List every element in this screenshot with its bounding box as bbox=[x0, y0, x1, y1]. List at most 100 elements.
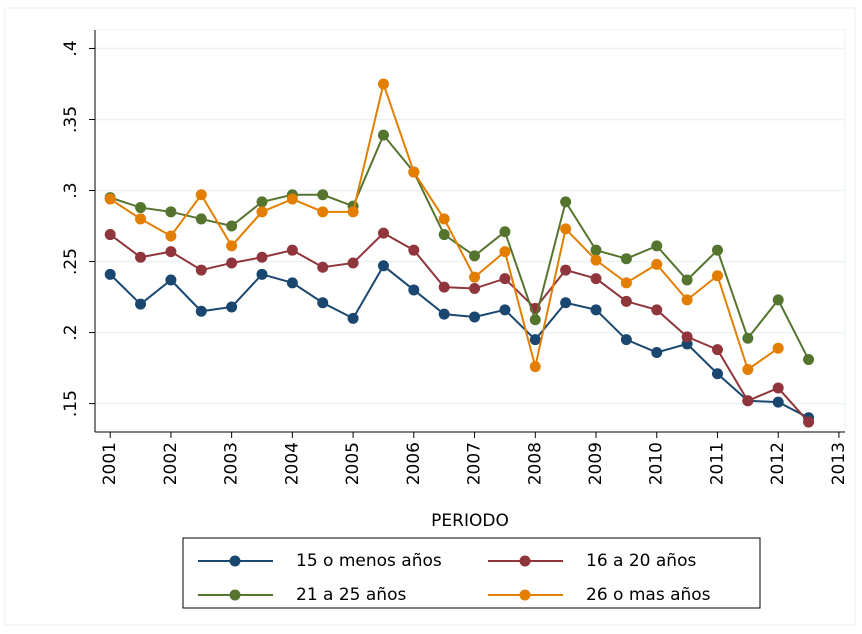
point bbox=[377, 78, 389, 90]
point bbox=[469, 311, 481, 323]
point bbox=[590, 304, 602, 316]
legend-label: 26 o mas años bbox=[586, 585, 711, 605]
legend-marker bbox=[229, 589, 241, 601]
point bbox=[590, 244, 602, 256]
point bbox=[286, 277, 298, 289]
point bbox=[165, 246, 177, 258]
point bbox=[620, 277, 632, 289]
legend-marker bbox=[519, 589, 531, 601]
legend-label: 15 o menos años bbox=[296, 551, 442, 571]
point bbox=[104, 193, 116, 205]
point bbox=[438, 308, 450, 320]
y-tick-label: .15 bbox=[61, 390, 81, 417]
legend-marker bbox=[229, 555, 241, 567]
point bbox=[469, 250, 481, 262]
point bbox=[317, 297, 329, 309]
x-tick-label: 2013 bbox=[829, 442, 849, 485]
point bbox=[590, 273, 602, 285]
x-tick-label: 2009 bbox=[586, 442, 606, 485]
point bbox=[286, 244, 298, 256]
point bbox=[651, 346, 663, 358]
point bbox=[560, 196, 572, 208]
point bbox=[772, 396, 784, 408]
point bbox=[438, 213, 450, 225]
point bbox=[560, 297, 572, 309]
point bbox=[499, 273, 511, 285]
point bbox=[135, 251, 147, 263]
point bbox=[590, 254, 602, 266]
point bbox=[681, 274, 693, 286]
x-tick-label: 2007 bbox=[465, 442, 485, 485]
point bbox=[438, 229, 450, 241]
point bbox=[195, 213, 207, 225]
point bbox=[317, 206, 329, 218]
x-tick-label: 2012 bbox=[768, 442, 788, 485]
point bbox=[317, 261, 329, 273]
point bbox=[377, 129, 389, 141]
point bbox=[165, 274, 177, 286]
point bbox=[347, 206, 359, 218]
point bbox=[226, 301, 238, 313]
point bbox=[711, 270, 723, 282]
x-tick-label: 2002 bbox=[161, 442, 181, 485]
point bbox=[742, 363, 754, 375]
point bbox=[711, 368, 723, 380]
point bbox=[408, 244, 420, 256]
point bbox=[347, 257, 359, 269]
point bbox=[165, 230, 177, 242]
point bbox=[195, 264, 207, 276]
point bbox=[104, 229, 116, 241]
point bbox=[499, 304, 511, 316]
y-tick-label: .2 bbox=[61, 324, 81, 340]
point bbox=[226, 257, 238, 269]
legend-marker bbox=[519, 555, 531, 567]
y-tick-label: .35 bbox=[61, 106, 81, 133]
y-tick-label: .25 bbox=[61, 248, 81, 275]
point bbox=[681, 331, 693, 343]
point bbox=[651, 304, 663, 316]
point bbox=[772, 382, 784, 394]
x-tick-label: 2003 bbox=[222, 442, 242, 485]
point bbox=[408, 166, 420, 178]
x-tick-label: 2006 bbox=[404, 442, 424, 485]
point bbox=[135, 298, 147, 310]
point bbox=[377, 227, 389, 239]
point bbox=[438, 281, 450, 293]
point bbox=[651, 240, 663, 252]
point bbox=[742, 332, 754, 344]
point bbox=[499, 246, 511, 258]
point bbox=[347, 312, 359, 324]
point bbox=[560, 264, 572, 276]
x-tick-label: 2001 bbox=[100, 442, 120, 485]
x-tick-label: 2008 bbox=[525, 442, 545, 485]
point bbox=[803, 416, 815, 428]
plot-area bbox=[94, 29, 846, 433]
point bbox=[195, 305, 207, 317]
point bbox=[529, 361, 541, 373]
point bbox=[226, 220, 238, 232]
legend-label: 16 a 20 años bbox=[586, 551, 696, 571]
point bbox=[135, 202, 147, 214]
point bbox=[256, 206, 268, 218]
y-tick-label: .3 bbox=[61, 182, 81, 198]
point bbox=[529, 334, 541, 346]
point bbox=[560, 223, 572, 235]
x-axis-title: PERIODO bbox=[431, 511, 509, 531]
point bbox=[742, 395, 754, 407]
x-tick-label: 2011 bbox=[707, 442, 727, 485]
point bbox=[529, 314, 541, 326]
point bbox=[469, 271, 481, 283]
point bbox=[317, 189, 329, 201]
point bbox=[286, 193, 298, 205]
point bbox=[681, 294, 693, 306]
point bbox=[620, 295, 632, 307]
point bbox=[226, 240, 238, 252]
point bbox=[772, 294, 784, 306]
point bbox=[620, 334, 632, 346]
y-tick-label: .4 bbox=[61, 40, 81, 56]
point bbox=[651, 258, 663, 270]
point bbox=[499, 226, 511, 238]
point bbox=[469, 283, 481, 295]
x-tick-label: 2004 bbox=[282, 442, 302, 485]
